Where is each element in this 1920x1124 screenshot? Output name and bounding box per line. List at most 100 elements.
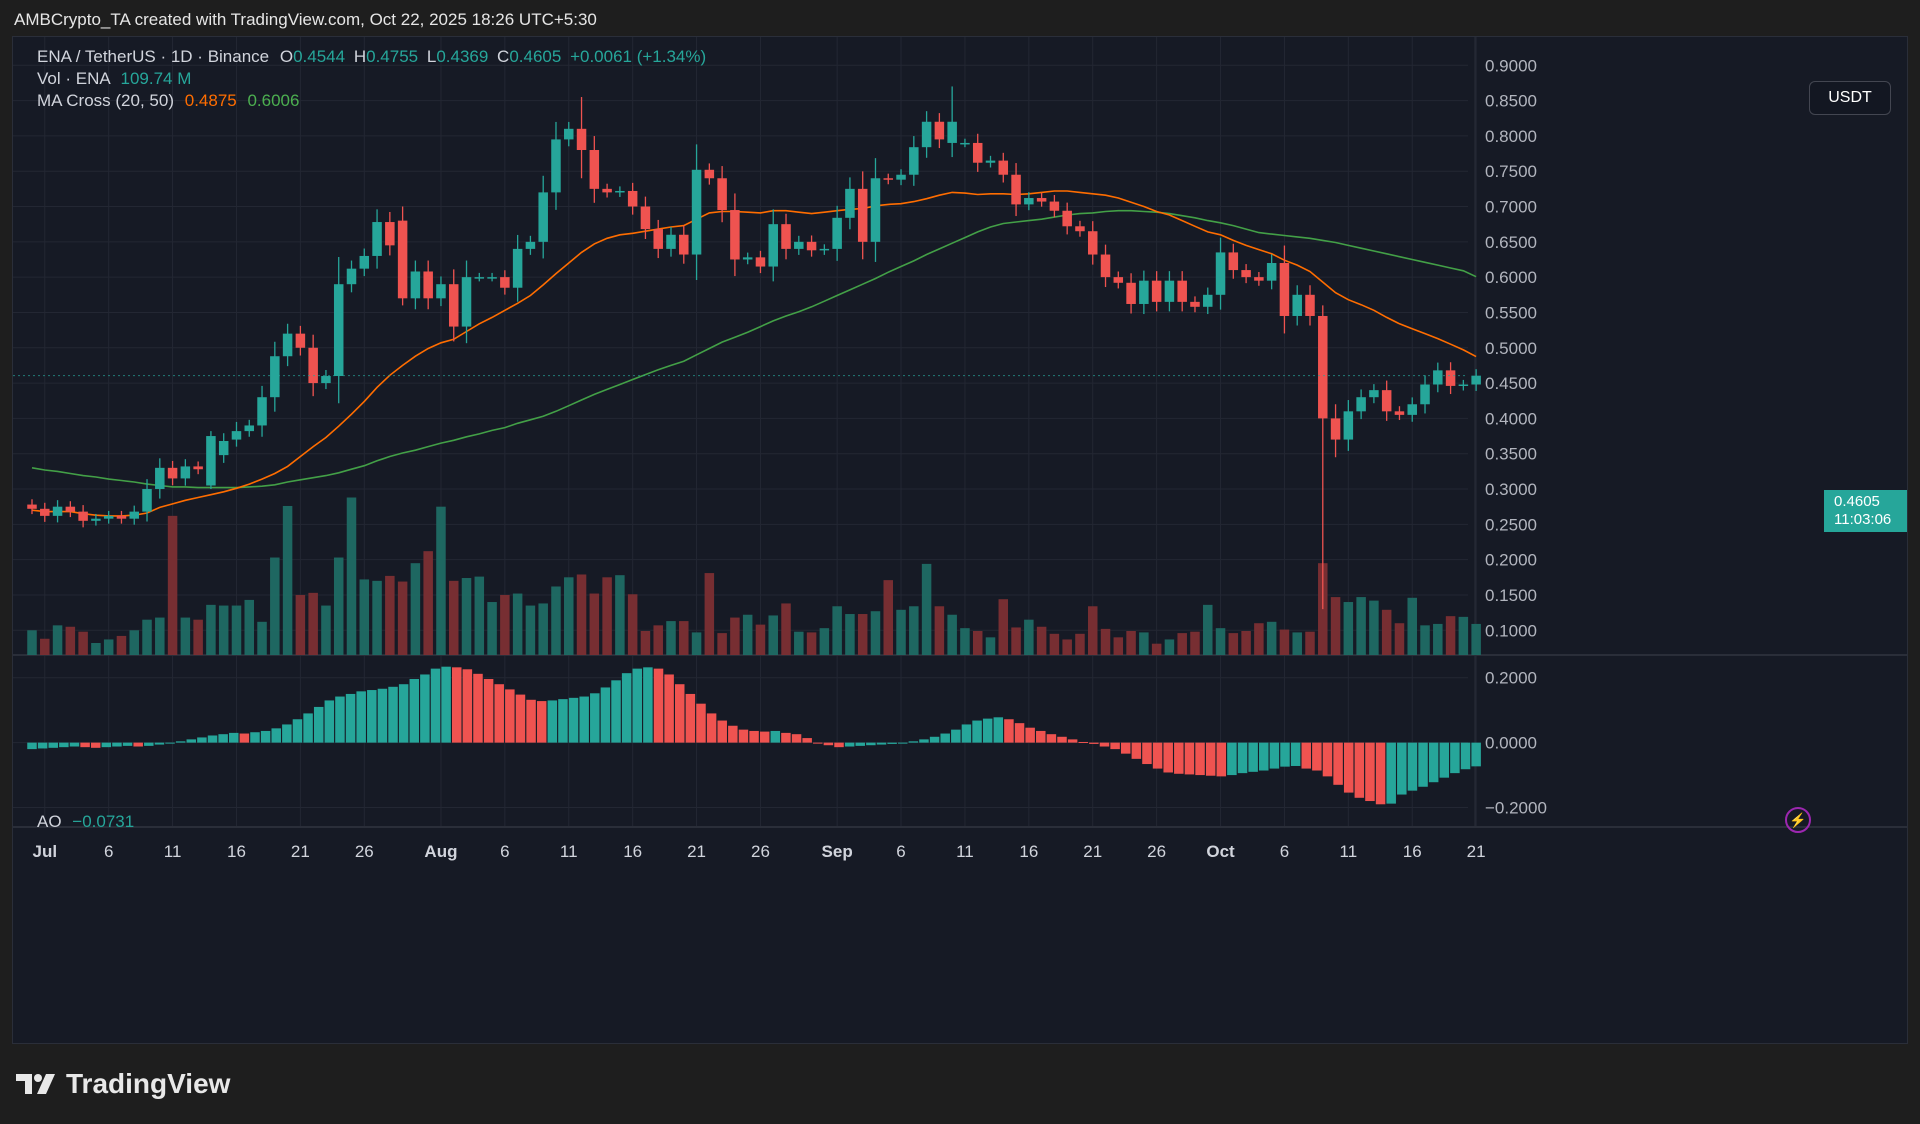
time-axis-label: 16 (1019, 842, 1038, 861)
volume-bar (1369, 600, 1379, 655)
volume-bar (1215, 628, 1226, 655)
price-chart[interactable]: 0.9000 0.8500 0.8000 0.7500 0.7000 0.6500 0.60… (13, 37, 1907, 1043)
tradingview-logo-icon (16, 1074, 55, 1094)
candle-body (103, 515, 114, 519)
volume-bar (653, 625, 663, 655)
tradingview-logo[interactable]: TradingView (16, 1068, 230, 1100)
ao-bar (929, 736, 940, 743)
ao-bar (515, 694, 526, 743)
ao-bar (122, 742, 133, 746)
ao-bar (1099, 742, 1110, 747)
ao-bar (1152, 742, 1163, 769)
volume-bar (857, 614, 868, 655)
volume-bar (308, 592, 318, 655)
bar-countdown: 11:03:06 (1834, 511, 1892, 528)
ao-bar (1312, 742, 1322, 771)
ao-bar (239, 733, 250, 743)
candle-body (1036, 198, 1047, 202)
candle-body (1100, 254, 1111, 278)
ao-bar (388, 686, 398, 743)
last-price-tag: 0.4605 11:03:06 (1824, 490, 1907, 532)
candle-body (91, 518, 101, 521)
candle-body (679, 234, 689, 255)
ma-cross-legend[interactable]: MA Cross (20, 50) 0.4875 0.6006 (37, 91, 299, 111)
candle-body (1049, 201, 1060, 211)
volume-bar (679, 621, 689, 655)
candle-body (1241, 270, 1251, 278)
volume-legend[interactable]: Vol · ENA 109.74 M (37, 69, 191, 89)
volume-bar (333, 557, 344, 655)
volume-bar (385, 575, 395, 655)
ao-bar (1301, 742, 1311, 769)
price-axis-label: 0.1500 (1485, 586, 1537, 605)
candle-body (500, 277, 510, 288)
price-axis-label: 0.6000 (1485, 268, 1537, 287)
price-axis-label: 0.4000 (1485, 409, 1537, 428)
volume-bar (883, 580, 894, 655)
volume-bar (845, 614, 855, 655)
time-axis-label: 6 (500, 842, 509, 861)
ao-bar (48, 742, 58, 748)
chart-frame[interactable]: 0.9000 0.8500 0.8000 0.7500 0.7000 0.6500 0.60… (12, 36, 1908, 1044)
candle-body (180, 466, 191, 479)
candle-body (998, 160, 1009, 175)
candle-body (1164, 280, 1175, 302)
ao-bar (207, 735, 218, 743)
time-axis-label: 16 (1403, 842, 1422, 861)
candle-body (717, 178, 727, 211)
volume-bar (129, 630, 139, 655)
high-label: H (353, 47, 367, 66)
price-axis-label: 0.1000 (1485, 621, 1537, 640)
ao-bar (674, 684, 685, 743)
candle-body (1126, 282, 1136, 304)
ma50-value: 0.6006 (247, 91, 300, 110)
ao-bar (409, 679, 420, 743)
ao-bar (356, 691, 366, 743)
ao-legend[interactable]: AO −0.0731 (37, 812, 134, 832)
ao-bar (1014, 723, 1025, 743)
ao-bar (823, 742, 834, 746)
ao-bar (568, 697, 579, 743)
ao-bar (1036, 730, 1046, 743)
currency-button[interactable]: USDT (1809, 81, 1891, 115)
candle-body (27, 504, 37, 509)
time-axis-label: Sep (822, 842, 853, 861)
candle-body (1318, 315, 1328, 419)
candle-body (333, 284, 344, 377)
candle-body (653, 229, 663, 249)
candle-body (704, 169, 715, 179)
ao-bar (441, 666, 451, 743)
candle-body (1087, 231, 1098, 255)
ao-bar (1386, 742, 1396, 804)
candle-body (270, 356, 280, 398)
ao-bar (791, 734, 802, 743)
candle-body (218, 440, 229, 456)
volume-bar (794, 631, 804, 655)
ao-bar (993, 717, 1004, 743)
volume-bar (564, 577, 574, 655)
price-axis-label: 0.3000 (1485, 480, 1537, 499)
volume-bar (461, 578, 472, 655)
volume-bar (985, 637, 996, 655)
volume-value: 109.74 M (120, 69, 192, 88)
candle-body (934, 121, 945, 140)
ao-bar (451, 667, 462, 743)
ao-bar (1322, 742, 1333, 777)
volume-bar (934, 606, 945, 655)
ao-bar (1216, 742, 1227, 777)
candle-body (909, 147, 919, 175)
ma20-value: 0.4875 (184, 91, 237, 110)
high-value: 0.4755 (366, 47, 419, 66)
ao-bar (759, 731, 770, 743)
candle-body (1343, 411, 1354, 440)
volume-bar (372, 580, 382, 655)
ao-bar (1184, 742, 1195, 775)
volume-bar (295, 594, 306, 655)
lightning-icon[interactable]: ⚡ (1785, 807, 1811, 833)
volume-bar (40, 638, 50, 655)
ao-bar (1195, 742, 1205, 776)
symbol-name[interactable]: ENA / TetherUS · 1D · Binance (37, 47, 270, 66)
volume-bar (1151, 643, 1162, 655)
ao-bar (494, 684, 504, 743)
candle-body (551, 139, 561, 193)
